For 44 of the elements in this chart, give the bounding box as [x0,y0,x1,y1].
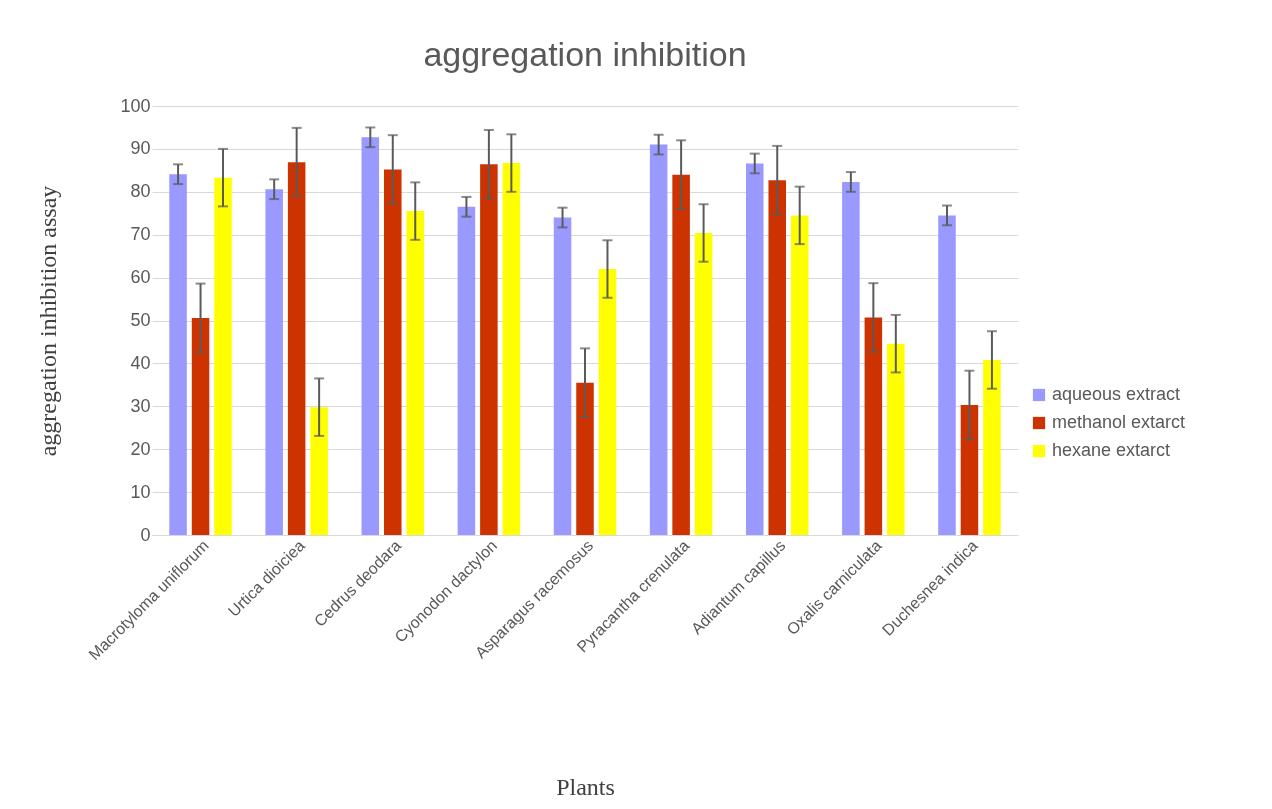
y-tick-label: 100 [120,95,151,116]
bar [169,174,187,535]
bar [502,163,521,535]
bar [649,144,668,535]
bar [960,405,979,535]
y-tick-label: 90 [130,138,151,159]
y-tick-label: 50 [130,310,151,330]
y-tick-label: 40 [130,352,151,373]
y-tick-label: 70 [130,224,151,245]
legend-label: methanol extarct [1052,412,1186,432]
chart-title: aggregation inhibition [423,35,747,73]
bar [983,359,1001,535]
bar [384,169,402,535]
bar [864,317,883,535]
bar [790,215,809,535]
legend-label: hexane extarct [1052,440,1171,460]
legend-label: aqueous extract [1052,384,1181,404]
bar [265,189,283,535]
bar [842,181,860,535]
y-tick-label: 30 [130,395,151,416]
bar [214,177,232,535]
bar [553,217,572,535]
bar [480,164,498,535]
bar [406,211,425,535]
y-axis-title: aggregation inhibition assay [34,185,61,457]
bar [191,317,210,535]
bar [768,180,786,535]
bar [361,137,380,535]
y-tick-label: 10 [130,481,151,502]
x-axis-title: Plants [556,773,615,800]
bar [694,232,713,535]
y-tick-label: 20 [130,438,151,459]
bar [938,215,956,535]
y-tick-label: 0 [140,524,151,545]
y-tick-label: 80 [130,181,151,202]
bar [287,162,306,535]
bar [310,407,328,535]
bar [457,206,476,535]
bar [745,163,764,535]
y-tick-label: 60 [130,267,151,288]
bar [672,174,690,535]
bar [576,382,594,535]
bar [887,343,905,535]
bar [598,269,617,535]
